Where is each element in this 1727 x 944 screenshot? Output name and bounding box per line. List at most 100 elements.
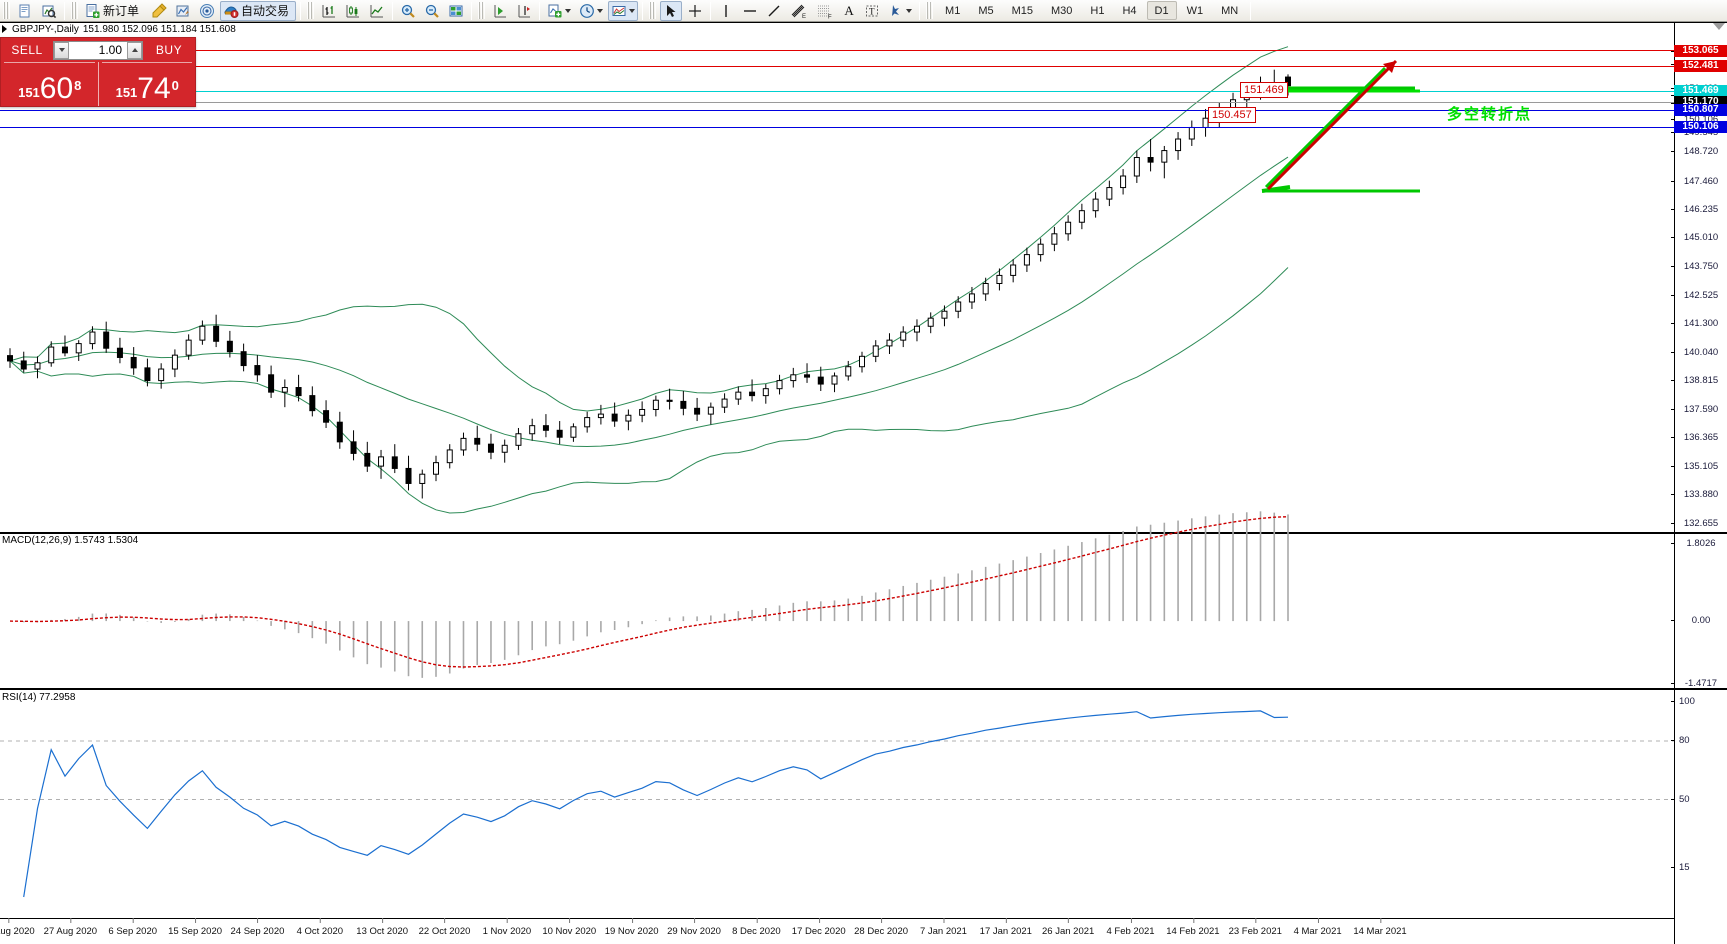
vertical-line-icon[interactable] — [715, 1, 737, 21]
profiles-icon[interactable] — [38, 1, 60, 21]
price-tick-143-750: 143.750 — [1671, 261, 1727, 272]
timeframe-h1[interactable]: H1 — [1090, 4, 1105, 17]
price-tick-138-815: 138.815 — [1671, 375, 1727, 386]
price-tick-135-105: 135.105 — [1671, 461, 1727, 472]
hline-150807[interactable] — [0, 110, 1674, 111]
metaeditor-icon[interactable] — [148, 1, 170, 21]
hline-153065[interactable] — [0, 50, 1674, 51]
price-chart-svg — [7, 46, 1291, 514]
cursor-icon[interactable] — [660, 0, 683, 21]
toolbar-separator — [64, 1, 65, 20]
auto-scroll-icon[interactable] — [489, 1, 511, 21]
macd-tick-2: -1.4717 — [1671, 678, 1727, 689]
hline-151469[interactable] — [0, 91, 1674, 92]
date-tick: 13 Oct 2020 — [356, 918, 409, 937]
buy-button[interactable]: BUY — [155, 43, 183, 57]
text-icon[interactable]: A — [844, 2, 854, 18]
volume-increase-button[interactable] — [127, 41, 142, 59]
periods-icon[interactable] — [576, 1, 606, 21]
timeframe-h4[interactable]: H4 — [1122, 4, 1137, 17]
annotation-tag-upper[interactable]: 151.469 — [1240, 82, 1288, 98]
date-tick: 4 Feb 2021 — [1106, 918, 1155, 937]
date-tick: 14 Mar 2021 — [1353, 918, 1407, 937]
volume-stepper[interactable]: 1.00 — [53, 40, 143, 60]
toolbar-grip[interactable] — [649, 2, 657, 19]
svg-text:E: E — [802, 14, 806, 20]
new-order-button[interactable]: 新订单 — [82, 1, 146, 21]
signals-icon[interactable] — [196, 1, 218, 21]
new-chart-icon[interactable] — [14, 1, 36, 21]
date-tick: 8 Dec 2020 — [732, 918, 781, 937]
timeframe-w1[interactable]: W1 — [1186, 4, 1204, 17]
chinese-annotation-note[interactable]: 多空转折点 — [1447, 105, 1533, 123]
chevron-down-icon[interactable] — [906, 8, 913, 13]
timeframe-mn[interactable]: MN — [1221, 4, 1239, 17]
chart-area[interactable]: GBPJPY-,Daily 151.980 152.096 151.184 15… — [0, 22, 1727, 944]
toolbar-grip[interactable] — [71, 2, 78, 19]
price-tag-152-481[interactable]: 152.481 — [1674, 60, 1727, 72]
horizontal-line-icon[interactable] — [739, 1, 761, 21]
timeframe-m1[interactable]: M1 — [945, 4, 961, 17]
buy-price[interactable]: 151 74 0 — [97, 62, 196, 106]
rsi-tick-3: 15 — [1671, 862, 1727, 873]
sell-divider — [4, 62, 95, 63]
price-tag-151-469[interactable]: 151.469 — [1674, 85, 1727, 97]
autotrading-button[interactable]: 自动交易 — [220, 0, 297, 21]
toolbar-grip[interactable] — [478, 2, 486, 19]
date-tick: 1 Nov 2020 — [482, 918, 532, 937]
chart-shift-icon[interactable] — [513, 1, 535, 21]
navigator-icon[interactable] — [172, 1, 194, 21]
toolbar-separator — [300, 1, 302, 20]
symbol-period-label: GBPJPY-,Daily — [12, 23, 79, 35]
zoom-in-icon[interactable] — [397, 1, 419, 21]
volume-input[interactable]: 1.00 — [98, 43, 122, 57]
date-tick: 7 Jan 2021 — [919, 918, 967, 937]
pane-separator-macd[interactable] — [0, 532, 1727, 534]
chart-collapse-icon[interactable] — [2, 25, 7, 33]
date-tick: 10 Nov 2020 — [542, 918, 597, 937]
text-label-icon[interactable]: T — [861, 1, 883, 21]
macd-pane[interactable] — [0, 511, 1674, 688]
candlestick-chart-icon[interactable] — [342, 1, 364, 21]
hline-151170[interactable] — [0, 102, 1674, 103]
price-tag-150-106[interactable]: 150.106 — [1674, 121, 1727, 133]
equidistant-channel-icon[interactable]: E — [787, 1, 811, 21]
buy-price-prefix: 151 — [115, 85, 138, 100]
shapes-icon[interactable] — [885, 1, 915, 21]
price-scale-divider — [1674, 23, 1675, 944]
timeframe-d1[interactable]: D1 — [1146, 1, 1177, 20]
hline-152481[interactable] — [0, 66, 1674, 67]
toolbar-grip[interactable] — [3, 2, 10, 19]
chevron-down-icon[interactable] — [629, 8, 636, 13]
fibonacci-retracement-icon[interactable]: F — [813, 1, 837, 21]
annotation-tag-lower[interactable]: 150.457 — [1208, 107, 1256, 123]
rsi-pane[interactable] — [0, 690, 1674, 915]
hline-150106[interactable] — [0, 127, 1674, 128]
trade-panel-top-row: SELL 1.00 BUY — [1, 38, 195, 62]
toolbar-grip[interactable] — [926, 2, 934, 19]
chevron-down-icon[interactable] — [565, 8, 572, 13]
pane-separator-rsi[interactable] — [0, 688, 1727, 690]
price-tag-153-065[interactable]: 153.065 — [1674, 45, 1727, 57]
toolbar-grip[interactable] — [307, 2, 315, 19]
chevron-down-icon[interactable] — [597, 8, 604, 13]
sell-price[interactable]: 151 60 8 — [1, 62, 98, 106]
date-tick: 24 Sep 2020 — [230, 918, 285, 937]
volume-decrease-button[interactable] — [54, 41, 69, 59]
timeframe-m30[interactable]: M30 — [1051, 4, 1073, 17]
price-tag-150-807[interactable]: 150.807 — [1674, 104, 1727, 116]
crosshair-icon[interactable] — [684, 1, 706, 21]
scroll-up-arrow[interactable] — [1713, 23, 1725, 30]
sell-button[interactable]: SELL — [11, 43, 43, 57]
timeframe-m15[interactable]: M15 — [1011, 4, 1033, 17]
line-chart-icon[interactable] — [366, 1, 388, 21]
indicators-icon[interactable] — [544, 1, 574, 21]
date-tick: 22 Oct 2020 — [418, 918, 471, 937]
zoom-out-icon[interactable] — [421, 1, 443, 21]
one-click-trade-panel[interactable]: SELL 1.00 BUY 151 60 8 151 74 — [0, 37, 196, 107]
terminal-icon[interactable] — [445, 1, 467, 21]
templates-icon[interactable] — [608, 0, 639, 21]
trendline-icon[interactable] — [763, 1, 785, 21]
bar-chart-icon[interactable] — [318, 1, 340, 21]
timeframe-m5[interactable]: M5 — [978, 4, 994, 17]
